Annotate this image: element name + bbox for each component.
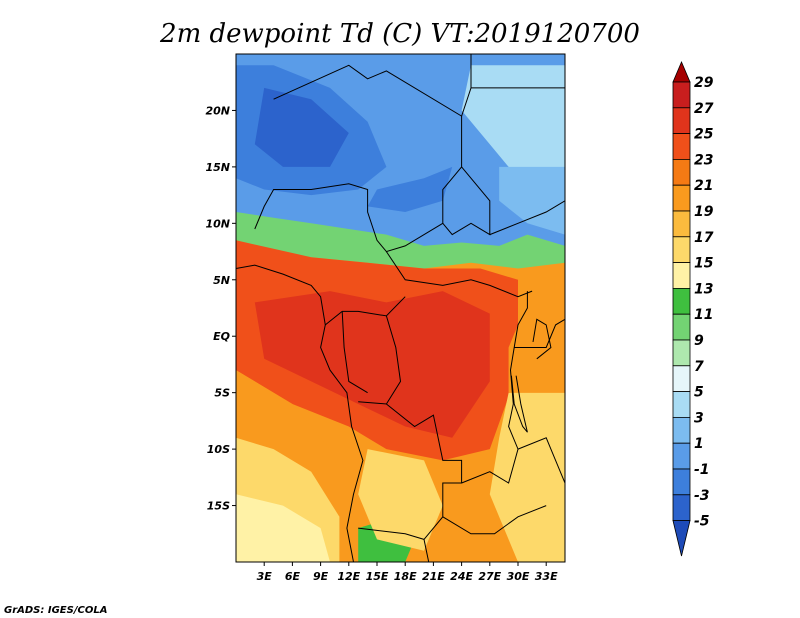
border-uganda [514,318,565,348]
border-zambia [442,505,547,535]
colorbar-tick-label: -3 [694,488,710,504]
colorbar-swatch [672,416,691,444]
colorbar-bottom-arrow [672,520,691,557]
colorbar-tick-label: 13 [694,281,713,297]
lake-tanganyika [510,375,528,433]
x-tick-label: 33E [535,570,558,583]
colorbar-swatch [672,133,691,160]
grads-credit: GrADS: IGES/COLA [4,605,107,616]
colorbar-swatch [672,236,691,264]
colorbar: 29 27 25 23 21 19 17 15 13 11 9 7 5 3 1 -1 -3 -5 [672,60,714,557]
field-orange-east [508,313,565,393]
field-pale-ne [461,65,565,179]
x-tick-label: 18E [394,570,417,583]
border-namibia [423,539,430,562]
y-tick-label: 10S [207,443,230,456]
field-darkest-west [254,87,349,167]
colorbar-tick-label: 27 [694,101,714,117]
colorbar-swatch [672,339,691,367]
field-green-band [236,212,565,269]
colorbar-tick-label: 15 [694,256,714,272]
colorbar-swatch [672,210,691,238]
colorbar-tick-label: 9 [694,333,704,349]
colorbar-swatch [672,391,691,418]
colorbar-swatch [672,468,691,496]
field-yellow-east [489,392,565,562]
map-frame [235,53,566,563]
colorbar-tick-label: 21 [694,178,713,194]
border-car-drc [385,251,533,298]
colorbar-swatch [672,365,691,392]
y-tick-label: 10N [205,217,230,230]
x-tick-label: 3E [257,570,273,583]
colorbar-swatch [672,442,691,470]
field-red-core [254,291,490,438]
x-tick-label: 27E [478,570,501,583]
colorbar-swatch [672,107,691,135]
x-tick-label: 6E [285,570,301,583]
colorbar-tick-label: 1 [694,436,704,452]
field-yellow-angola [358,449,443,551]
y-axis-ticks: 20N 15N 10N 5N EQ 5S 10S 15S [205,104,236,513]
lake-victoria [532,318,552,360]
field-dry-center [367,166,453,212]
coastline-west [236,264,364,562]
colorbar-tick-label: 3 [694,410,704,426]
colorbar-tick-label: 11 [694,307,713,323]
x-tick-label: 15E [366,570,389,583]
colorbar-swatch [672,184,691,212]
colorbar-tick-label: -1 [694,462,710,478]
colorbar-swatch [672,494,691,521]
colorbar-tick-label: 5 [694,385,704,401]
border-tanzania [517,437,565,484]
field-light-ne [499,166,565,235]
colorbar-swatch [672,287,691,315]
y-tick-label: 5S [214,387,230,400]
colorbar-swatch [672,313,691,341]
x-tick-label: 24E [450,570,473,583]
border-south-sudan [489,200,565,236]
y-tick-label: 20N [205,104,230,117]
colorbar-swatch [672,262,691,289]
x-tick-label: 30E [507,570,530,583]
border-cameroon [324,296,406,326]
x-tick-label: 12E [337,570,360,583]
y-tick-label: 15N [205,161,230,174]
figure-title: 2m dewpoint Td (C) VT:2019120700 [159,19,640,49]
colorbar-tick-label: 17 [694,230,714,246]
border-niger-chad [254,64,463,253]
colorbar-tick-label: 7 [694,359,704,375]
border-drc-east [461,291,528,484]
border-gabon-congo [341,311,368,394]
border-sudan-car [442,166,491,236]
colorbar-tick-label: -5 [694,514,710,530]
y-tick-label: EQ [213,330,230,343]
colorbar-tick-label: 19 [694,204,714,220]
dewpoint-field [236,54,565,562]
colorbar-tick-label: 23 [694,152,713,168]
x-tick-label: 9E [313,570,329,583]
y-tick-label: 15S [207,500,230,513]
colorbar-swatch [672,81,691,109]
country-borders [236,54,565,562]
map-panel: 3E 6E 9E 12E 15E 18E 21E 24E 27E 30E 33E 20N 15N 10N… [205,53,566,583]
colorbar-swatch [672,158,691,186]
x-axis-ticks: 3E 6E 9E 12E 15E 18E 21E 24E 27E 30E 33E [257,562,558,583]
colorbar-tick-label: 25 [694,127,714,143]
colorbar-top-arrow [672,60,691,83]
colorbar-tick-label: 29 [694,75,714,91]
x-tick-label: 21E [422,570,445,583]
y-tick-label: 5N [213,274,230,287]
field-pale-sw [236,494,330,562]
border-congo-drc [358,315,402,405]
